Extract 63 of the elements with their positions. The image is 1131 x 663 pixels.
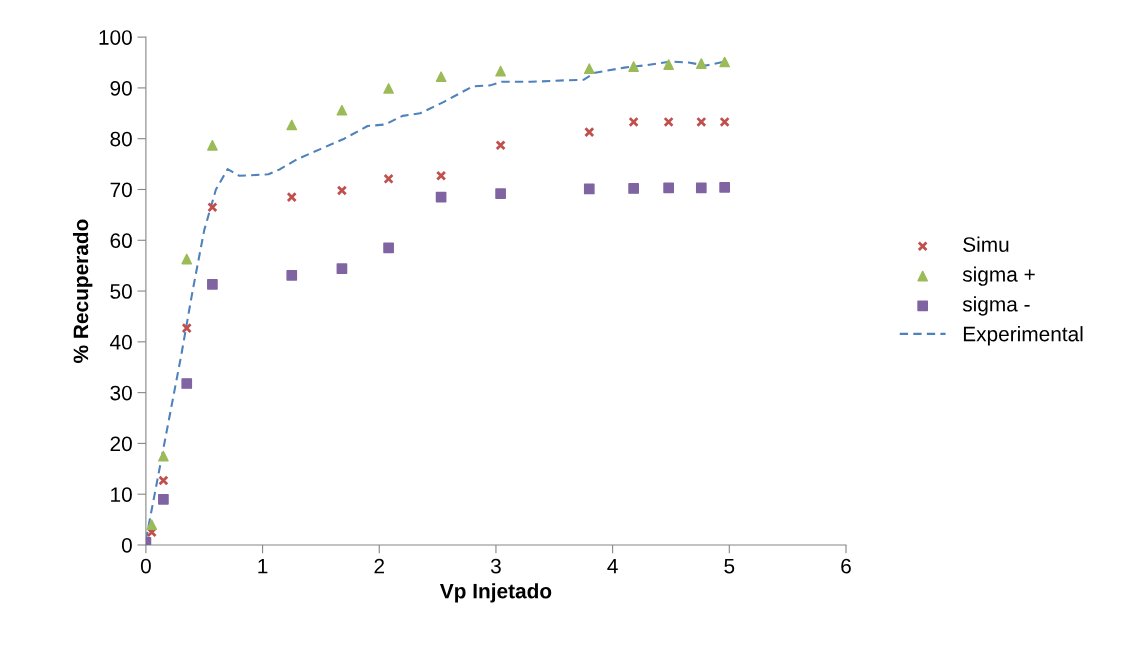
point — [383, 242, 394, 254]
point — [158, 450, 169, 462]
legend-label: Simu — [963, 236, 1009, 252]
point — [286, 119, 298, 131]
point — [158, 475, 169, 486]
point — [181, 378, 193, 389]
y-tick-label: 90 — [110, 80, 132, 96]
x-tick-label: 0 — [140, 558, 151, 574]
y-tick-label: 30 — [110, 385, 132, 401]
y-axis-title: % Recuperado — [72, 219, 93, 363]
point — [495, 65, 506, 77]
point — [663, 116, 674, 128]
legend-label: sigma + — [962, 266, 1035, 286]
y-tick-label: 50 — [110, 284, 132, 299]
x-tick-label: 4 — [607, 558, 618, 574]
point — [719, 116, 730, 128]
y-tick-label: 0 — [121, 537, 132, 553]
point — [207, 202, 218, 213]
point — [495, 188, 506, 199]
point — [663, 59, 674, 70]
y-tick-label: 70 — [110, 182, 132, 198]
point — [207, 139, 218, 151]
x-axis-title: Vp Injetado — [439, 583, 552, 603]
point — [336, 263, 348, 275]
point — [495, 140, 506, 151]
point — [696, 116, 707, 128]
y-tick-label: 80 — [110, 131, 132, 147]
y-tick-label: 40 — [110, 334, 132, 350]
x-tick-label: 3 — [490, 558, 501, 574]
point — [663, 182, 674, 194]
point — [583, 183, 595, 195]
point — [695, 182, 707, 194]
x-tick-label: 1 — [258, 558, 268, 574]
point — [584, 126, 595, 138]
point — [286, 191, 297, 203]
y-tick-label: 20 — [110, 436, 132, 452]
point — [628, 61, 639, 72]
point — [583, 63, 595, 74]
legend-label: Experimental — [963, 326, 1083, 346]
point — [435, 71, 447, 83]
point — [181, 253, 193, 265]
y-tick-label: 10 — [111, 487, 132, 502]
point — [628, 183, 639, 194]
point — [695, 58, 707, 69]
point — [181, 322, 192, 334]
legend-label: sigma - — [962, 296, 1030, 316]
point — [628, 116, 639, 128]
x-tick-label: 6 — [841, 558, 851, 574]
point — [435, 170, 447, 181]
point — [286, 269, 298, 281]
point — [719, 56, 730, 68]
x-tick-label: 5 — [724, 558, 735, 574]
point — [383, 173, 394, 185]
point — [336, 185, 348, 196]
y-tick-label: 100 — [99, 30, 132, 45]
point — [336, 104, 348, 116]
point — [146, 519, 158, 531]
y-tick-label: 60 — [110, 233, 132, 249]
point — [158, 493, 169, 505]
point — [383, 83, 394, 94]
point — [719, 182, 730, 193]
x-tick-label: 2 — [374, 558, 385, 574]
point — [207, 279, 218, 290]
